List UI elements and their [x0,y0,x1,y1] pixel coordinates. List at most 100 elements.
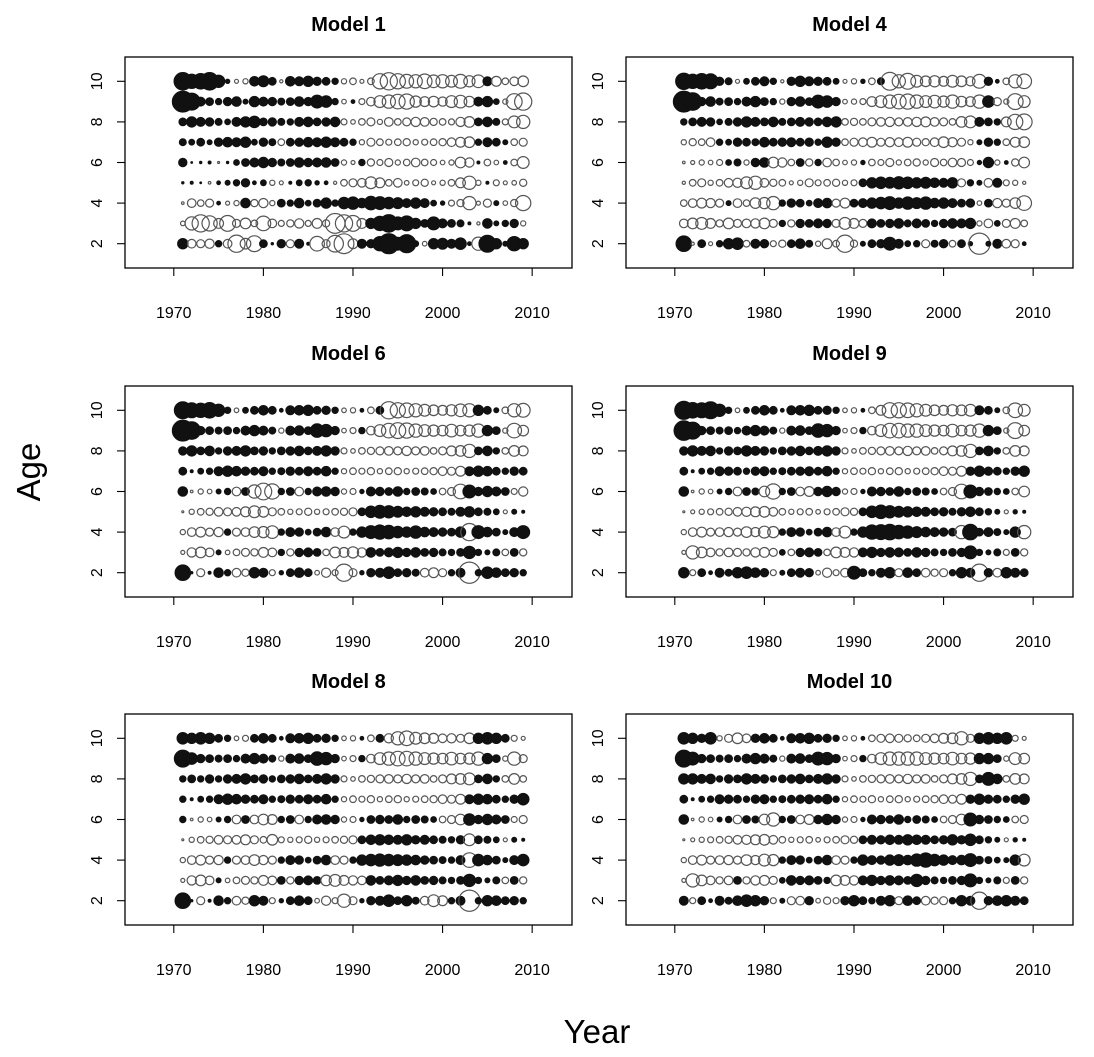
bubble-positive [285,158,295,167]
bubble-positive [258,794,269,805]
bubble-negative [240,547,251,558]
bubble-negative [821,567,833,578]
bubble-negative [429,138,438,147]
bubble-positive [715,426,724,435]
bubble-negative [429,795,438,804]
bubble-negative [454,773,467,785]
bubble-negative [758,505,771,518]
bubble-negative [197,816,204,823]
bubble-negative [1002,775,1011,783]
bubble-positive [740,445,753,457]
bubble-positive [939,548,948,557]
bubble-negative [850,487,858,496]
bubble-positive [294,238,305,249]
bubble-negative [686,217,699,230]
bubble-negative [821,238,833,250]
bubble-positive [185,445,198,457]
bubble-positive [733,876,742,885]
x-tick-label: 1990 [335,305,371,322]
bubble-negative [938,404,950,416]
bubble-negative [437,96,448,107]
bubble-positive [277,856,285,864]
bubble-positive [993,528,1002,537]
bubble-negative [894,446,904,456]
bubble-positive [860,159,866,166]
bubble-positive [214,239,223,248]
bubble-negative [350,776,356,782]
bubble-negative [507,403,522,418]
bubble-positive [675,235,693,253]
bubble-negative [287,836,294,844]
bubble-positive [320,793,332,805]
bubble-negative [448,159,455,166]
bubble-positive [482,465,493,477]
bubble-positive [516,792,530,806]
bubble-positive [983,794,994,804]
bubble-negative [350,159,356,166]
bubble-negative [514,92,533,111]
bubble-negative [1009,217,1021,229]
bubble-negative [891,74,907,89]
bubble-negative [850,467,858,476]
bubble-positive [402,568,412,578]
x-axis: 1970 1980 1990 2000 2010 [657,597,1051,651]
bubble-negative [823,178,831,187]
bubble-negative [330,855,341,865]
bubble-positive [189,571,194,575]
bubble-negative [732,547,743,558]
bubble-negative [899,93,916,110]
bubble-negative [411,774,421,784]
bubble-positive [403,815,411,824]
bubble-positive [705,773,716,785]
bubble-positive [491,426,501,436]
bubble-positive [189,469,194,474]
bubble-negative [732,855,743,865]
bubble-positive [857,198,868,209]
bubble-negative [501,775,510,783]
bubble-positive [724,406,733,414]
bubble-negative [428,567,440,579]
bubble-positive [518,466,528,476]
bubble-negative [350,448,356,454]
bubble-positive [751,76,760,86]
bubble-positive [759,446,770,456]
bubble-positive [706,754,715,763]
bubble-positive [725,138,732,146]
bubble-positive [323,180,329,186]
bubble-positive [491,527,501,537]
x-tick-label: 1990 [335,962,371,979]
x-tick-label: 2000 [926,305,962,322]
bubble-negative [884,733,895,744]
bubble-positive [447,548,456,557]
bubble-negative [510,198,519,208]
bubble-positive [482,854,493,866]
bubble-negative [367,77,375,86]
bubble-negative [393,446,403,456]
panel-title: Model 8 [311,671,385,693]
bubble-positive [931,488,938,495]
bubble-negative [947,814,958,825]
bubble-positive [912,487,922,496]
bubble-negative [311,217,323,229]
bubble-positive [821,445,833,457]
bubble-negative [358,467,366,475]
bubble-positive [993,815,1001,824]
bubble-negative [1018,445,1030,457]
bubble-negative [768,875,778,886]
bubble-positive [392,874,404,887]
bubble-negative [349,407,357,414]
bubble-negative [265,525,280,539]
y-tick-label: 10 [590,729,607,747]
bubble-negative [393,117,402,126]
bubble-negative [341,427,347,434]
bubble-negative [894,896,904,906]
bubble-negative [909,403,924,418]
bubble-negative [994,159,1001,166]
bubble-negative [207,180,212,185]
bubble-negative [1001,198,1011,208]
y-tick-label: 6 [89,158,106,167]
x-axis-title: Year [564,1013,631,1050]
bubble-negative [196,507,205,516]
bubble-positive [1002,816,1010,823]
